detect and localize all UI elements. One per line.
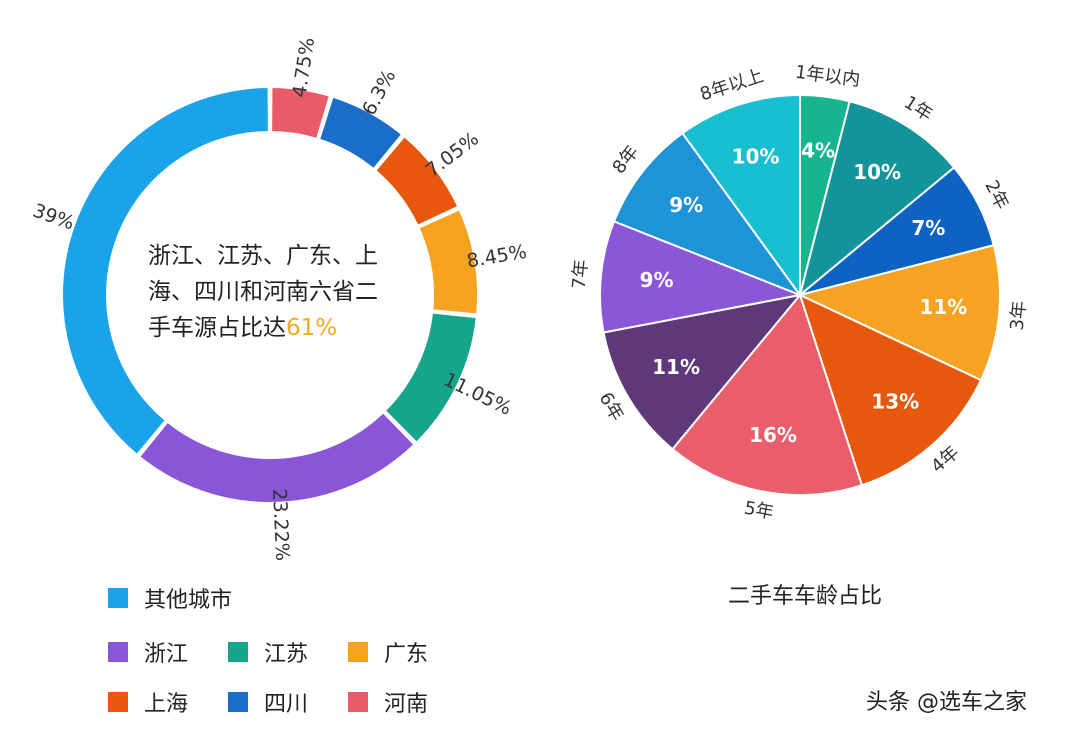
donut-slice-e585b6e4bb96e59f8ee5b882 [61, 85, 270, 457]
legend-item-henan: 河南 [348, 686, 428, 718]
pie-slice-8e5b9b4e4bba5e4b88a [681, 94, 801, 296]
pie-value-label: 10% [853, 160, 901, 184]
legend-item-jiangsu: 江苏 [228, 636, 308, 668]
pie-category-label: 1年 [900, 92, 936, 126]
legend-label: 江苏 [264, 642, 309, 667]
pie-category-label: 8年 [608, 142, 643, 178]
pie-category-label: 3年 [1007, 300, 1031, 331]
legend-label: 河南 [384, 692, 429, 717]
pie-slice-7e5b9b4 [599, 220, 801, 334]
pie-value-label: 11% [919, 295, 967, 319]
legend-swatch [228, 642, 248, 662]
pie-category-label: 2年 [980, 177, 1012, 213]
center-text-line1: 浙江、江苏、广东、上 [148, 243, 378, 269]
center-text-line2: 海、四川和河南六省二 [148, 279, 378, 305]
legend-swatch [108, 642, 128, 662]
center-text-line3: 手车源占比达61% [148, 310, 398, 346]
pie-value-label: 13% [871, 390, 919, 414]
donut-value-label: 8.45% [465, 241, 528, 273]
pie-value-label: 11% [652, 355, 700, 379]
legend-item-guangdong: 广东 [348, 636, 428, 668]
legend-swatch [108, 588, 128, 608]
donut-slice-e6b19fe88b8f [383, 311, 478, 445]
pie-value-label: 16% [749, 423, 797, 447]
center-text-line3-prefix: 手车源占比达 [148, 315, 286, 341]
legend-item-sichuan: 四川 [228, 686, 308, 718]
legend-item-other: 其他城市 [108, 582, 232, 614]
pie-chart-title: 二手车车龄占比 [727, 584, 882, 609]
watermark: 头条 @选车之家 [866, 690, 1027, 715]
donut-slice-e5b9bfe4b89c [417, 208, 479, 316]
donut-value-label: 39% [30, 200, 77, 235]
pie-value-label: 10% [732, 145, 780, 169]
legend-swatch [228, 692, 248, 712]
donut-slice-e59b9be5b79d [317, 95, 404, 171]
pie-category-label: 6年 [595, 389, 628, 425]
pie-category-label: 1年以内 [794, 62, 862, 91]
donut-center-text: 浙江、江苏、广东、上 海、四川和河南六省二 手车源占比达61% [148, 238, 398, 346]
donut-value-label: 23.22% [268, 488, 293, 561]
pie-category-label: 5年 [742, 498, 775, 524]
pie-slice-4e5b9b4 [799, 294, 982, 487]
pie-value-label: 7% [911, 216, 945, 240]
legend-label: 上海 [144, 692, 189, 717]
donut-value-label: 6.3% [358, 66, 400, 119]
pie-slice-6e5b9b4 [602, 294, 801, 451]
pie-value-label: 9% [669, 193, 703, 217]
donut-value-label: 7.05% [422, 128, 483, 182]
donut-slice-e4b88ae6b5b7 [373, 134, 460, 228]
pie-category-label: 4年 [927, 442, 963, 477]
pie-slice-1e5b9b4 [799, 100, 956, 296]
pie-value-label: 4% [801, 139, 835, 163]
pie-category-label: 7年 [569, 259, 593, 290]
legend-label: 广东 [384, 642, 429, 667]
legend-label: 四川 [264, 692, 309, 717]
center-text-highlight: 61% [286, 315, 338, 341]
donut-slice-e6b599e6b19f [137, 410, 416, 504]
legend-item-shanghai: 上海 [108, 686, 188, 718]
pie-slice-5e5b9b4 [671, 294, 863, 496]
legend-swatch [348, 692, 368, 712]
donut-value-label: 4.75% [288, 36, 319, 99]
legend-swatch [348, 642, 368, 662]
pie-slice-3e5b9b4 [799, 244, 1001, 382]
legend-label: 其他城市 [144, 588, 233, 613]
donut-slice-e6b2b3e58d97 [270, 85, 332, 141]
legend-label: 浙江 [144, 642, 189, 667]
vehicle-age-pie-chart: 4% 1年以内 10% 1年 7% 2年 11% 3年 13% 4年 16% 5年 11% 6年 9% 7年 9… [569, 62, 1031, 524]
pie-slice-8e5b9b4 [613, 132, 801, 296]
pie-value-label: 9% [640, 268, 674, 292]
legend-item-zhejiang: 浙江 [108, 636, 188, 668]
legend-swatch [108, 692, 128, 712]
